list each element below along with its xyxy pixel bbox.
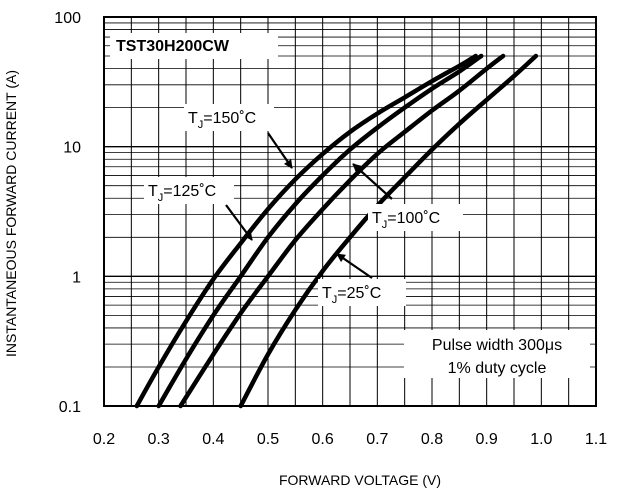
series-line-1 [156, 53, 484, 409]
series-label-0: TJ=150˚C [188, 110, 256, 131]
chart-title: TST30H200CW [116, 38, 230, 55]
series-labels: TJ=150˚CTJ=125˚CTJ=100˚CTJ=25˚C [144, 104, 463, 306]
x-tick-label: 0.7 [366, 431, 388, 448]
series-line-2 [178, 53, 506, 409]
series-label-bg [184, 104, 274, 131]
series-label-sub: J [158, 192, 164, 204]
series-label-3: TJ=25˚C [322, 285, 381, 306]
series-label-rest: =150˚C [203, 110, 256, 127]
series-label-rest: =25˚C [337, 285, 381, 302]
y-tick-label: 100 [54, 10, 81, 27]
x-tick-label: 0.5 [257, 431, 279, 448]
x-tick-label: 0.8 [421, 431, 443, 448]
series-label-rest: =125˚C [163, 183, 216, 200]
series-label-2: TJ=100˚C [372, 210, 440, 231]
tick-labels: 0.2 0.3 0.4 0.5 0.6 0.7 0.8 0.9 1.0 1.1 0.1 1 10 100 [54, 10, 607, 448]
x-tick-label: 0.4 [202, 431, 224, 448]
series-label-arrow [267, 132, 293, 169]
series-label-rest: =100˚C [387, 210, 440, 227]
x-axis-title: FORWARD VOLTAGE (V) [279, 472, 441, 488]
series-label-main: T [148, 183, 158, 200]
series-label-1: TJ=125˚C [148, 183, 216, 204]
x-tick-label: 1.1 [585, 431, 607, 448]
series-label-sub: J [382, 219, 388, 231]
series-label-main: T [372, 210, 382, 227]
y-tick-label: 0.1 [59, 399, 81, 416]
series-label-main: T [322, 285, 332, 302]
title-box [110, 33, 278, 59]
series-label-arrow [352, 163, 393, 200]
y-tick-label: 10 [63, 140, 81, 157]
series-label-main: T [188, 110, 198, 127]
x-tick-label: 0.9 [476, 431, 498, 448]
series-line-0 [134, 53, 478, 409]
series-line-3 [238, 53, 539, 409]
pulse-width-note: Pulse width 300μs [432, 337, 562, 354]
duty-cycle-note: 1% duty cycle [448, 360, 547, 377]
curves [134, 53, 539, 409]
series-label-bg [144, 177, 234, 204]
series-label-sub: J [332, 294, 338, 306]
series-label-bg [368, 204, 463, 231]
series-label-bg [318, 279, 406, 306]
x-tick-label: 0.2 [93, 431, 115, 448]
series-label-arrow [336, 253, 373, 279]
series-label-sub: J [198, 119, 204, 131]
x-tick-label: 1.0 [530, 431, 552, 448]
note-box [404, 330, 590, 378]
x-tick-label: 0.3 [148, 431, 170, 448]
y-axis-title: INSTANTANEOUS FORWARD CURRENT (A) [3, 70, 19, 357]
plot-frame [103, 16, 597, 407]
x-tick-label: 0.6 [312, 431, 334, 448]
y-tick-label: 1 [72, 269, 81, 286]
series-label-arrow [225, 204, 253, 241]
